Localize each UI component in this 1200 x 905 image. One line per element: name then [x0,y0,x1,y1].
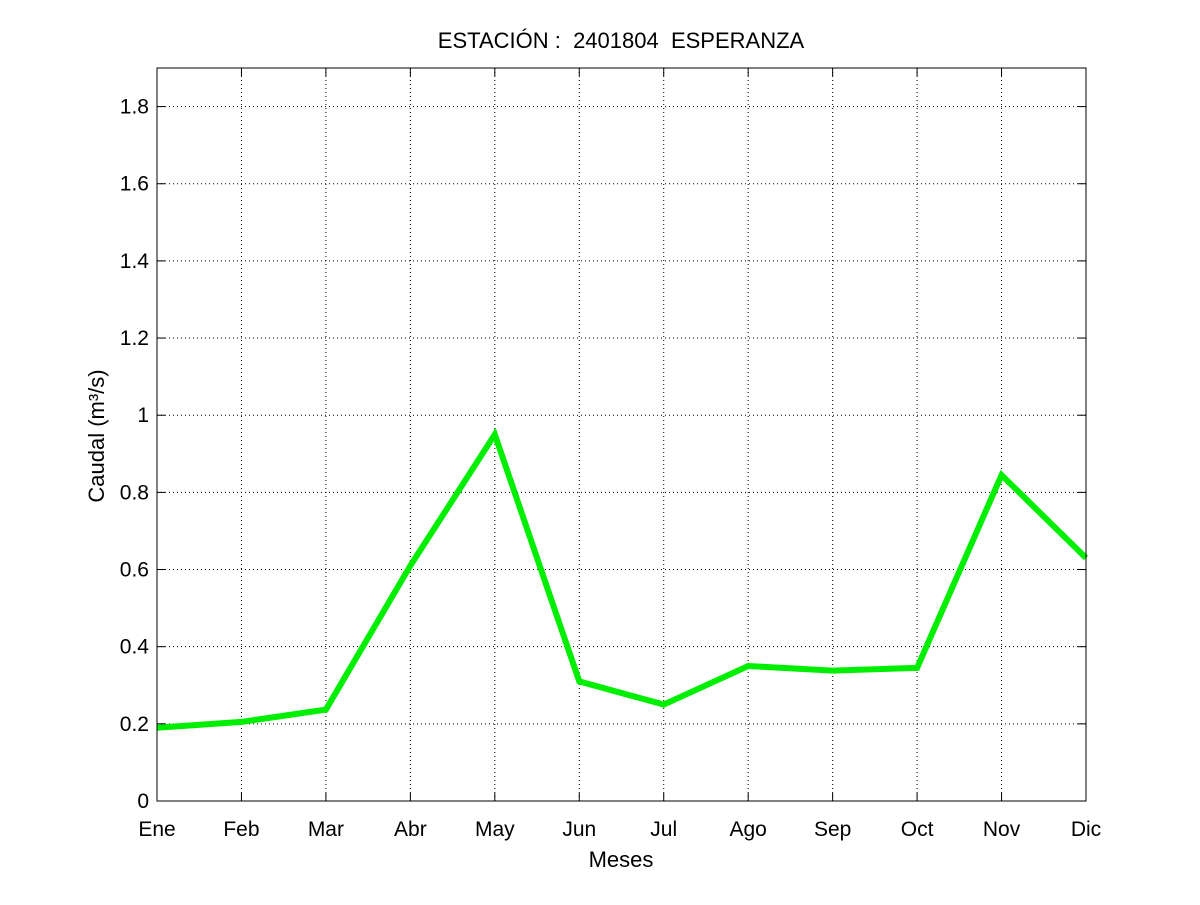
y-tick-label: 1.8 [120,96,149,119]
x-tick-label: Abr [394,818,427,841]
x-tick-label: Oct [901,818,934,841]
y-tick-label: 1.4 [120,250,150,273]
y-tick-label: 0.2 [120,713,149,736]
x-tick-label: Ene [138,818,175,841]
grid-lines [157,68,1086,801]
x-tick-label: Jun [562,818,596,841]
plot-background [157,68,1086,801]
x-tick-label: Mar [308,818,344,841]
chart-title: ESTACIÓN : 2401804 ESPERANZA [438,28,805,53]
x-axis-label: Meses [589,847,654,872]
y-tick-label: 1.2 [120,327,149,350]
y-tick-labels: 0 0.2 0.4 0.6 0.8 1 1.2 1.4 1.6 1.8 [120,96,150,813]
x-tick-labels: Ene Feb Mar Abr May Jun Jul Ago Sep Oct Nov Dic [138,818,1101,841]
x-tick-label: May [475,818,515,841]
plot-frame [156,67,1087,802]
y-tick-label: 0.4 [120,636,150,659]
tick-marks [156,68,1087,802]
x-tick-label: Nov [983,818,1021,841]
y-tick-label: 0 [137,790,149,813]
series-layer [156,427,1089,731]
x-tick-label: Ago [729,818,766,841]
y-tick-label: 0.6 [120,559,149,582]
y-tick-label: 1.6 [120,173,149,196]
y-tick-label: 1 [137,404,149,427]
y-axis-label: Caudal (m³/s) [84,369,109,502]
series-line [156,427,1089,731]
x-tick-label: Jul [650,818,677,841]
x-tick-label: Feb [223,818,259,841]
y-tick-label: 0.8 [120,481,149,504]
x-tick-label: Dic [1071,818,1101,841]
x-tick-label: Sep [814,818,851,841]
